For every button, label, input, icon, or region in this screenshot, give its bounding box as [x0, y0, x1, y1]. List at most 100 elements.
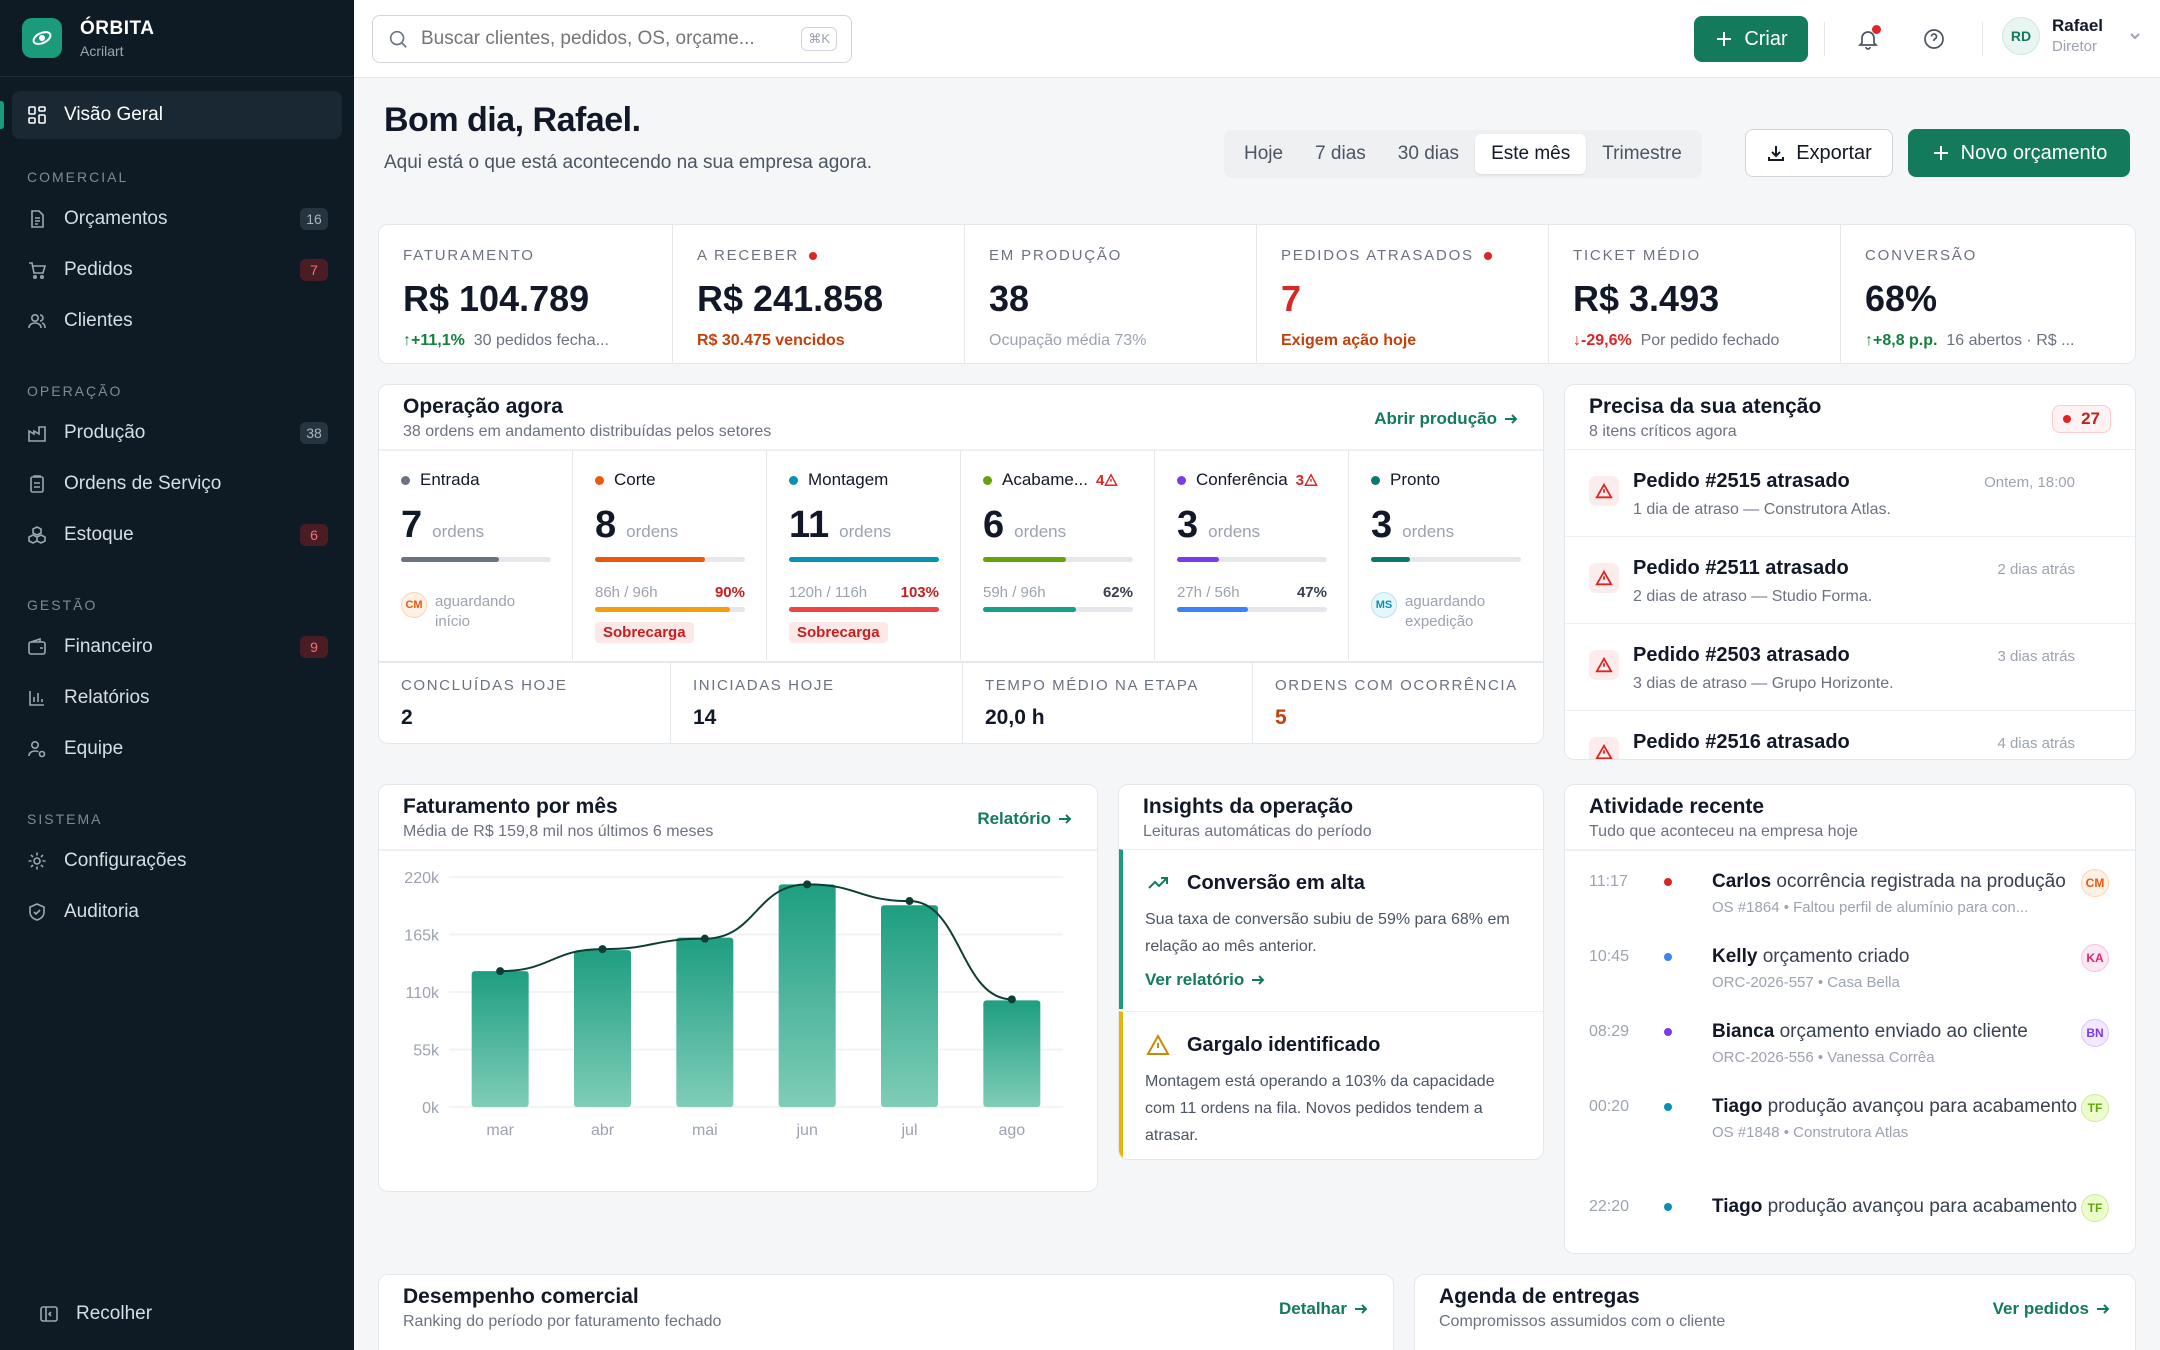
nav-section-sistema: SISTEMA	[27, 811, 103, 827]
stage-column[interactable]: Montagem 11 ordens 120h / 116h 103% Sobrecarg…	[767, 450, 961, 660]
attention-item[interactable]: Pedido #2511 atrasado 2 dias de atraso — …	[1565, 536, 2135, 623]
period-option-7-dias[interactable]: 7 dias	[1315, 143, 1366, 164]
activity-text: Tiago produção avançou para acabamento	[1712, 1194, 2112, 1220]
bar-abr[interactable]	[574, 950, 631, 1107]
nav-item-relatorios[interactable]: Relatórios	[12, 674, 342, 722]
nav-item-auditoria[interactable]: Auditoria	[12, 888, 342, 936]
bar-ago[interactable]	[983, 1000, 1041, 1107]
cart-icon	[26, 259, 48, 281]
user-menu[interactable]: RD Rafael Diretor	[2002, 16, 2143, 55]
nav-item-orcamentos[interactable]: Orçamentos 16	[12, 195, 342, 243]
help-button[interactable]	[1916, 21, 1952, 57]
stage-column[interactable]: Conferência 3 3 ordens 27h / 56h 47%	[1155, 450, 1349, 660]
period-selector: Hoje 7 dias 30 dias Este mês Trimestre	[1224, 130, 1702, 178]
bar-chart-icon	[26, 687, 48, 709]
capacity-hours: 86h / 96h	[595, 584, 658, 601]
nav-label: Equipe	[64, 738, 124, 759]
alert-dot	[1483, 251, 1492, 260]
new-quote-button[interactable]: Novo orçamento	[1908, 129, 2130, 177]
stage-progress-bar	[1371, 557, 1521, 562]
notifications-button[interactable]	[1850, 21, 1886, 57]
insight-body: Sua taxa de conversão subiu de 59% para …	[1145, 911, 1510, 955]
stage-color-dot	[1177, 475, 1186, 485]
view-report-link[interactable]: Ver relatório	[1145, 970, 1521, 990]
summary-concluidas: CONCLUÍDAS HOJE 2	[379, 661, 671, 743]
insight-title: Gargalo identificado	[1187, 1033, 1381, 1056]
nav-item-financeiro[interactable]: Financeiro 9	[12, 623, 342, 671]
nav-label: Visão Geral	[64, 104, 163, 125]
collapse-sidebar-button[interactable]: Recolher	[24, 1290, 354, 1338]
nav-badge: 9	[300, 636, 328, 658]
stage-column[interactable]: Pronto 3 ordens MS aguardando expedição	[1349, 450, 1543, 660]
activity-item[interactable]: 08:29 Bianca orçamento enviado ao cliente…	[1565, 1019, 2135, 1066]
report-link[interactable]: Relatório	[977, 809, 1073, 829]
kpi-faturamento[interactable]: FATURAMENTO R$ 104.789 ↑+11,1% 30 pedido…	[379, 225, 673, 363]
activity-detail: OS #1848 • Construtora Atlas	[1712, 1124, 1909, 1141]
kpi-pedidos-atrasados[interactable]: PEDIDOS ATRASADOS 7 Exigem ação hoje	[1257, 225, 1549, 363]
period-option-hoje[interactable]: Hoje	[1244, 143, 1284, 164]
kpi-conversao[interactable]: CONVERSÃO 68% ↑+8,8 p.p. 16 abertos · R$…	[1841, 225, 2135, 363]
activity-detail: OS #1864 • Faltou perfil de alumínio par…	[1712, 899, 2029, 916]
period-option-trimestre[interactable]: Trimestre	[1602, 143, 1682, 164]
period-option-este-mes[interactable]: Este mês	[1475, 134, 1587, 174]
alert-title: Pedido #2516 atrasado	[1633, 731, 1850, 753]
period-option-30-dias[interactable]: 30 dias	[1397, 143, 1460, 164]
activity-item[interactable]: 11:17 Carlos ocorrência registrada na pro…	[1565, 869, 2135, 916]
stage-progress-bar	[983, 557, 1133, 562]
arrow-right-icon	[2097, 1304, 2110, 1314]
kpi-strip: FATURAMENTO R$ 104.789 ↑+11,1% 30 pedido…	[378, 224, 2136, 364]
kpi-ticket-medio[interactable]: TICKET MÉDIO R$ 3.493 ↓-29,6% Por pedido…	[1549, 225, 1841, 363]
nav-item-configuracoes[interactable]: Configurações	[12, 837, 342, 885]
stage-alert-count: 3	[1295, 471, 1305, 489]
brand-logo-icon[interactable]	[22, 18, 62, 58]
alert-time: 3 dias atrás	[1997, 648, 2075, 665]
bar-mar[interactable]	[471, 971, 529, 1107]
arrow-right-icon	[1505, 414, 1518, 424]
attention-item[interactable]: Pedido #2515 atrasado 1 dia de atraso — C…	[1565, 449, 2135, 536]
stage-column[interactable]: Entrada 7 ordens CM aguardando início	[379, 450, 573, 660]
card-title: Desempenho comercial	[403, 1285, 639, 1308]
nav-item-pedidos[interactable]: Pedidos 7	[12, 246, 342, 294]
card-subtitle: Tudo que aconteceu na empresa hoje	[1589, 823, 1858, 840]
attention-item[interactable]: Pedido #2516 atrasado 4 dias atrás	[1565, 710, 2135, 759]
stage-alert-count: 4	[1096, 471, 1105, 489]
nav-item-equipe[interactable]: Equipe	[12, 725, 342, 773]
stage-count: 11	[789, 504, 830, 546]
document-icon	[26, 208, 48, 230]
stage-column[interactable]: Corte 8 ordens 86h / 96h 90% Sobrecarga	[573, 450, 767, 660]
search-box[interactable]: ⌘K	[372, 15, 852, 63]
nav-item-estoque[interactable]: Estoque 6	[12, 511, 342, 559]
export-button[interactable]: Exportar	[1745, 129, 1893, 177]
attention-item[interactable]: Pedido #2503 atrasado 3 dias de atraso — …	[1565, 623, 2135, 710]
summary-ocorrencias[interactable]: ORDENS COM OCORRÊNCIA 5	[1253, 661, 1543, 743]
nav-item-clientes[interactable]: Clientes	[12, 297, 342, 345]
activity-item[interactable]: 00:20 Tiago produção avançou para acabame…	[1565, 1094, 2135, 1141]
card-title: Insights da operação	[1143, 795, 1354, 818]
stage-count: 3	[1371, 504, 1393, 546]
details-link[interactable]: Detalhar	[1279, 1299, 1369, 1319]
bar-jul[interactable]	[881, 905, 938, 1107]
nav-item-overview[interactable]: Visão Geral	[0, 91, 342, 139]
arrow-down-icon: ↓	[1573, 332, 1581, 349]
kpi-value: 68%	[1865, 278, 1938, 319]
alert-title: Pedido #2515 atrasado	[1633, 470, 1850, 492]
capacity-percent: 47%	[1296, 584, 1327, 601]
kpi-em-producao[interactable]: EM PRODUÇÃO 38 Ocupação média 73%	[965, 225, 1257, 363]
capacity-row: 27h / 56h 47%	[1177, 584, 1327, 601]
nav-label: Pedidos	[64, 259, 133, 280]
search-input[interactable]	[421, 28, 771, 50]
activity-item[interactable]: 10:45 Kelly orçamento criado ORC-2026-557 …	[1565, 944, 2135, 991]
bar-mai[interactable]	[676, 937, 734, 1107]
kpi-a-receber[interactable]: A RECEBER R$ 241.858 R$ 30.475 vencidos	[673, 225, 965, 363]
open-production-link[interactable]: Abrir produção	[1374, 409, 1519, 429]
nav-item-ordens-servico[interactable]: Ordens de Serviço	[12, 460, 342, 508]
trend-point	[598, 945, 607, 954]
stage-column[interactable]: Acabame... 4 6 ordens 59h / 96h 62%	[961, 450, 1155, 660]
card-title: Operação agora	[403, 395, 563, 418]
bar-jun[interactable]	[778, 884, 836, 1107]
wallet-icon	[26, 636, 48, 658]
activity-item[interactable]: 22:20 Tiago produção avançou para acabame…	[1565, 1194, 2135, 1224]
create-button[interactable]: Criar	[1694, 16, 1808, 62]
view-orders-link[interactable]: Ver pedidos	[1993, 1299, 2111, 1319]
nav-item-producao[interactable]: Produção 38	[12, 409, 342, 457]
